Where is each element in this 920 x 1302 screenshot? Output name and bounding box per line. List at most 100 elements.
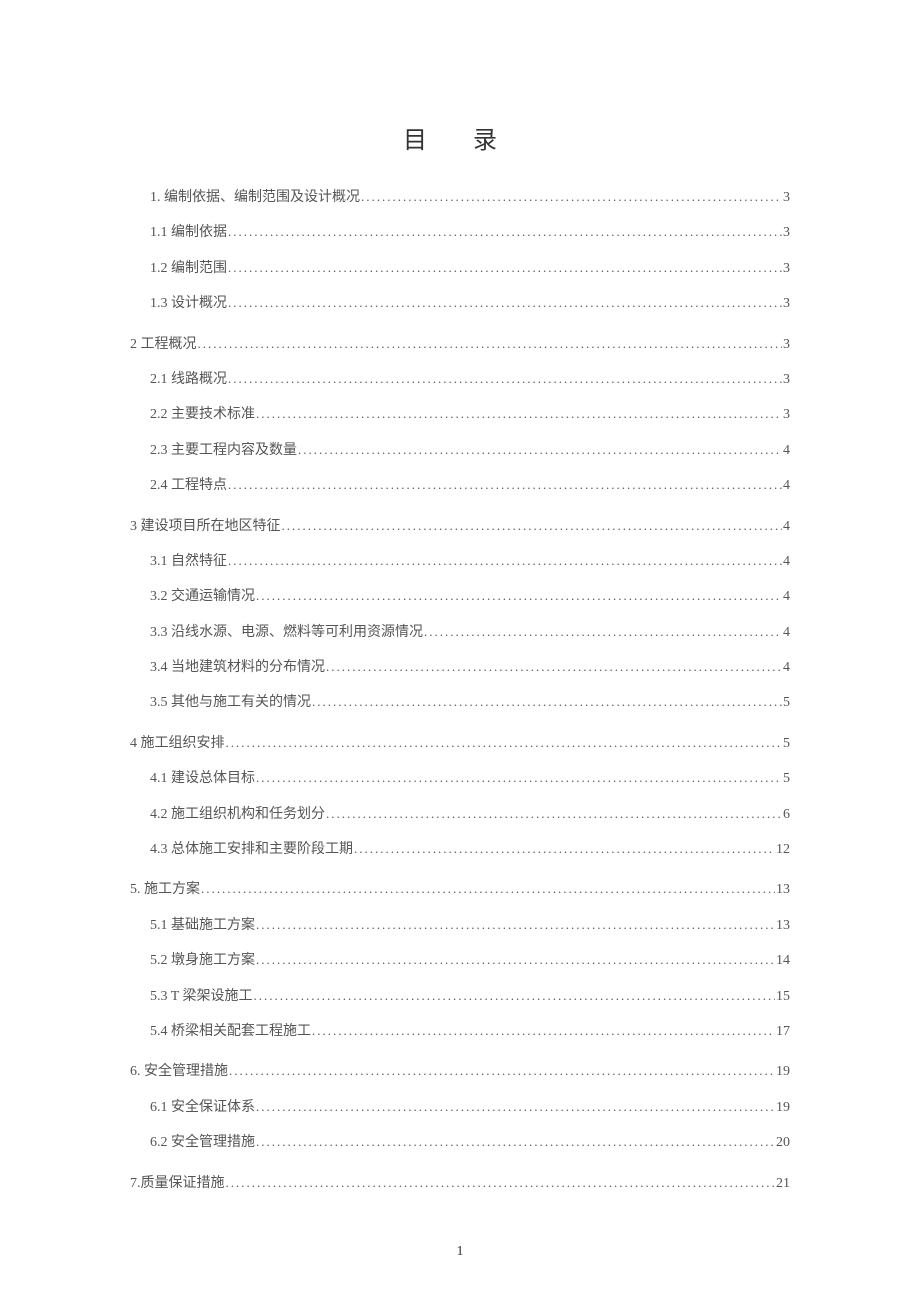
toc-entry: 6. 安全管理措施 19 bbox=[130, 1061, 790, 1083]
toc-entry-page: 15 bbox=[776, 986, 790, 1008]
toc-entry: 4 施工组织安排 5 bbox=[130, 733, 790, 755]
toc-entry-page: 3 bbox=[783, 293, 790, 315]
toc-entry: 1.3 设计概况 3 bbox=[130, 293, 790, 315]
toc-entry-page: 3 bbox=[783, 222, 790, 244]
toc-dot-leader bbox=[326, 657, 782, 678]
toc-entry: 3 建设项目所在地区特征 4 bbox=[130, 516, 790, 538]
toc-entry: 7.质量保证措施21 bbox=[130, 1173, 790, 1195]
toc-entry: 3.3 沿线水源、电源、燃料等可利用资源情况4 bbox=[130, 622, 790, 644]
toc-entry-label: 5.3 T 梁架设施工 bbox=[150, 986, 253, 1008]
toc-entry-label: 5. 施工方案 bbox=[130, 879, 200, 901]
toc-dot-leader bbox=[256, 1132, 775, 1153]
toc-dot-leader bbox=[256, 950, 775, 971]
toc-entry-label: 4.3 总体施工安排和主要阶段工期 bbox=[150, 839, 353, 861]
toc-dot-leader bbox=[256, 768, 782, 789]
toc-entry-label: 6. 安全管理措施 bbox=[130, 1061, 228, 1083]
toc-entry: 5.1 基础施工方案 13 bbox=[130, 915, 790, 937]
toc-dot-leader bbox=[298, 440, 782, 461]
toc-entry-label: 1.1 编制依据 bbox=[150, 222, 227, 244]
toc-entry-label: 1.3 设计概况 bbox=[150, 293, 227, 315]
toc-entry: 1.1 编制依据 3 bbox=[130, 222, 790, 244]
toc-dot-leader bbox=[256, 404, 782, 425]
toc-entry-page: 17 bbox=[776, 1021, 790, 1043]
toc-entry-label: 3.5 其他与施工有关的情况 bbox=[150, 692, 311, 714]
toc-entry-page: 4 bbox=[783, 657, 790, 679]
toc-list: 1. 编制依据、编制范围及设计概况31.1 编制依据31.2 编制范围31.3 … bbox=[130, 187, 790, 1195]
toc-entry-page: 21 bbox=[776, 1173, 790, 1195]
toc-dot-leader bbox=[282, 516, 783, 537]
toc-entry-label: 1. 编制依据、编制范围及设计概况 bbox=[150, 187, 360, 209]
toc-entry: 3.4 当地建筑材料的分布情况 4 bbox=[130, 657, 790, 679]
toc-dot-leader bbox=[354, 839, 775, 860]
toc-dot-leader bbox=[256, 1097, 775, 1118]
toc-entry-page: 20 bbox=[776, 1132, 790, 1154]
toc-entry-page: 5 bbox=[783, 733, 790, 755]
toc-entry: 1.2 编制范围3 bbox=[130, 258, 790, 280]
toc-entry: 2.3 主要工程内容及数量 4 bbox=[130, 440, 790, 462]
toc-entry: 6.2 安全管理措施20 bbox=[130, 1132, 790, 1154]
toc-dot-leader bbox=[226, 733, 783, 754]
toc-dot-leader bbox=[201, 879, 775, 900]
page-number: 1 bbox=[0, 1244, 920, 1260]
toc-entry: 2 工程概况3 bbox=[130, 334, 790, 356]
toc-entry: 5.4 桥梁相关配套工程施工 17 bbox=[130, 1021, 790, 1043]
toc-dot-leader bbox=[254, 986, 775, 1007]
toc-entry-label: 5.4 桥梁相关配套工程施工 bbox=[150, 1021, 311, 1043]
toc-entry-label: 3.4 当地建筑材料的分布情况 bbox=[150, 657, 325, 679]
toc-entry: 4.2 施工组织机构和任务划分 6 bbox=[130, 804, 790, 826]
toc-entry: 2.4 工程特点 4 bbox=[130, 475, 790, 497]
toc-entry-label: 2.3 主要工程内容及数量 bbox=[150, 440, 297, 462]
toc-dot-leader bbox=[228, 293, 782, 314]
toc-entry-label: 1.2 编制范围 bbox=[150, 258, 227, 280]
toc-entry-label: 3 建设项目所在地区特征 bbox=[130, 516, 281, 538]
toc-entry: 3.1 自然特征 4 bbox=[130, 551, 790, 573]
toc-entry-label: 4 施工组织安排 bbox=[130, 733, 225, 755]
toc-entry-label: 3.2 交通运输情况 bbox=[150, 586, 255, 608]
toc-entry: 2.2 主要技术标准 3 bbox=[130, 404, 790, 426]
toc-entry-page: 4 bbox=[783, 516, 790, 538]
toc-entry: 3.5 其他与施工有关的情况5 bbox=[130, 692, 790, 714]
toc-title: 目 录 bbox=[130, 120, 790, 155]
toc-entry: 3.2 交通运输情况4 bbox=[130, 586, 790, 608]
toc-dot-leader bbox=[228, 551, 782, 572]
toc-dot-leader bbox=[228, 475, 782, 496]
toc-entry: 5.2 墩身施工方案 14 bbox=[130, 950, 790, 972]
toc-dot-leader bbox=[229, 1061, 775, 1082]
toc-entry-label: 5.2 墩身施工方案 bbox=[150, 950, 255, 972]
toc-entry-page: 4 bbox=[783, 440, 790, 462]
toc-dot-leader bbox=[424, 622, 782, 643]
toc-entry-page: 19 bbox=[776, 1061, 790, 1083]
toc-entry-page: 3 bbox=[783, 369, 790, 391]
toc-entry-page: 3 bbox=[783, 187, 790, 209]
toc-entry: 5.3 T 梁架设施工 15 bbox=[130, 986, 790, 1008]
toc-dot-leader bbox=[228, 222, 782, 243]
toc-entry-label: 3.3 沿线水源、电源、燃料等可利用资源情况 bbox=[150, 622, 423, 644]
toc-entry-label: 2.4 工程特点 bbox=[150, 475, 227, 497]
toc-dot-leader bbox=[226, 1173, 776, 1194]
toc-dot-leader bbox=[198, 334, 783, 355]
toc-entry-page: 4 bbox=[783, 475, 790, 497]
toc-entry: 4.3 总体施工安排和主要阶段工期12 bbox=[130, 839, 790, 861]
toc-dot-leader bbox=[312, 1021, 775, 1042]
toc-entry-label: 2 工程概况 bbox=[130, 334, 197, 356]
toc-entry-label: 5.1 基础施工方案 bbox=[150, 915, 255, 937]
toc-entry-label: 2.2 主要技术标准 bbox=[150, 404, 255, 426]
toc-entry-label: 6.1 安全保证体系 bbox=[150, 1097, 255, 1119]
toc-entry-label: 4.2 施工组织机构和任务划分 bbox=[150, 804, 325, 826]
toc-dot-leader bbox=[326, 804, 782, 825]
toc-entry: 6.1 安全保证体系19 bbox=[130, 1097, 790, 1119]
toc-entry: 4.1 建设总体目标5 bbox=[130, 768, 790, 790]
toc-entry-page: 14 bbox=[776, 950, 790, 972]
toc-entry-page: 13 bbox=[776, 915, 790, 937]
toc-dot-leader bbox=[312, 692, 782, 713]
toc-entry-page: 4 bbox=[783, 551, 790, 573]
toc-dot-leader bbox=[256, 915, 775, 936]
toc-entry-label: 3.1 自然特征 bbox=[150, 551, 227, 573]
toc-entry-label: 4.1 建设总体目标 bbox=[150, 768, 255, 790]
toc-entry-page: 3 bbox=[783, 404, 790, 426]
toc-dot-leader bbox=[228, 258, 782, 279]
toc-entry: 5. 施工方案13 bbox=[130, 879, 790, 901]
toc-dot-leader bbox=[256, 586, 782, 607]
toc-entry-page: 6 bbox=[783, 804, 790, 826]
toc-entry: 1. 编制依据、编制范围及设计概况 3 bbox=[130, 187, 790, 209]
